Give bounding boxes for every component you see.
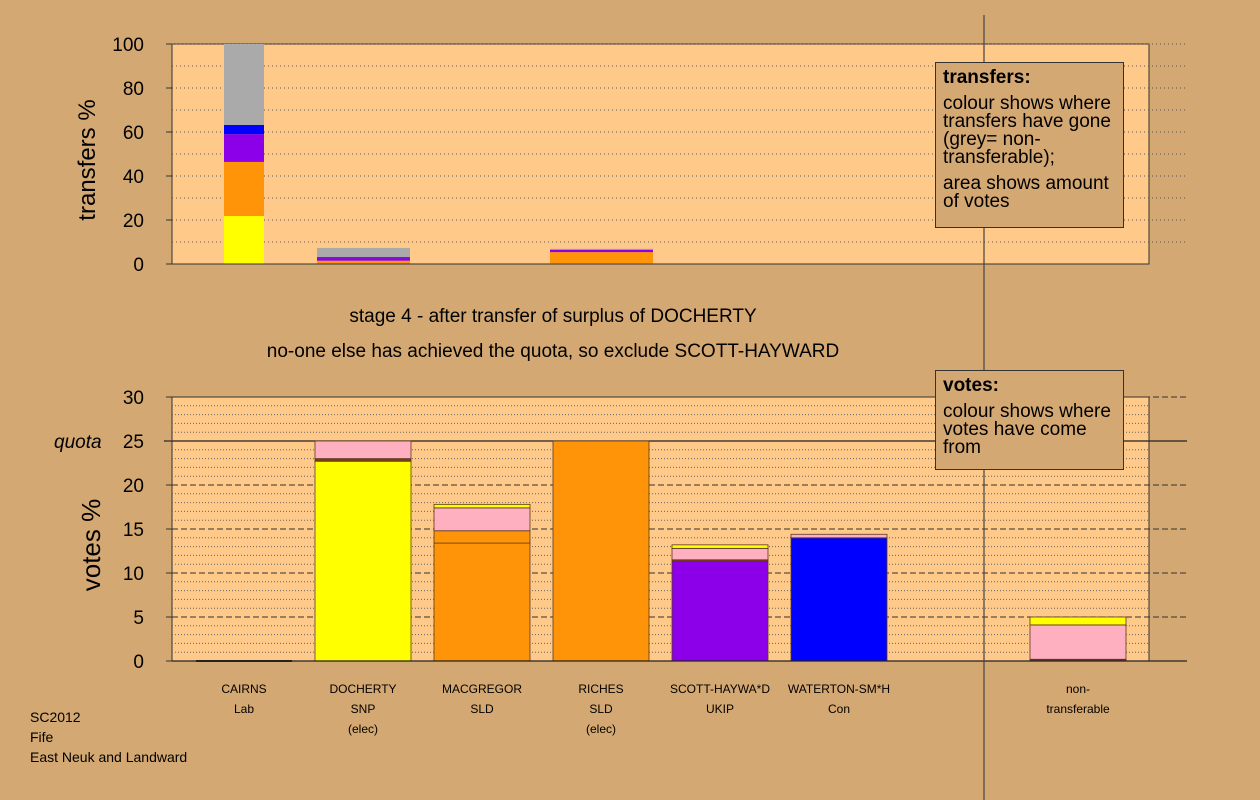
transfer-segment-riches — [550, 248, 653, 250]
y-tick-label: 25 — [123, 432, 144, 453]
legend-votes-line1: colour shows where votes have come from — [943, 401, 1111, 458]
legend-transfers-title: transfers: — [943, 67, 1031, 88]
transfer-segment-cairns — [224, 216, 264, 264]
y-tick-label: 5 — [133, 608, 144, 629]
vote-segment — [1029, 624, 1127, 660]
vote-segment — [671, 561, 769, 662]
stage-caption: stage 4 - after transfer of surplus of D… — [349, 306, 757, 327]
candidate-party: Lab — [233, 702, 255, 716]
y-tick-label: 15 — [123, 520, 144, 541]
candidate-name: RICHES — [578, 682, 624, 696]
transfer-segment-cairns — [224, 161, 264, 217]
y-tick-label: 0 — [133, 255, 144, 276]
candidate-name: DOCHERTY — [329, 682, 397, 696]
vote-segment — [1029, 616, 1127, 626]
y-tick-label: 100 — [112, 35, 144, 56]
footer-ward: East Neuk and Landward — [30, 749, 188, 765]
candidate-name: WATERTON-SM*H — [787, 682, 891, 696]
transfer-segment-docherty — [317, 258, 410, 261]
vote-segment — [671, 544, 769, 549]
candidate-note: (elec) — [347, 722, 378, 736]
transfer-segment-docherty — [317, 260, 410, 264]
vote-segment — [314, 460, 412, 662]
transfer-segment-riches — [550, 252, 653, 264]
y-tick-label: 20 — [123, 476, 144, 497]
y-tick-label: 60 — [123, 123, 144, 144]
candidate-label: non-transferable — [1013, 679, 1143, 719]
transfer-segment-riches — [550, 249, 653, 253]
transfer-segment-cairns — [224, 44, 264, 125]
legend-votes: votes: colour shows where votes have com… — [935, 370, 1124, 470]
vote-segment — [433, 530, 531, 544]
candidate-label: SCOTT-HAYWA*D UKIP — [655, 679, 785, 719]
candidate-note: (elec) — [585, 722, 616, 736]
candidate-label: RICHES SLD (elec) — [536, 679, 666, 739]
vote-segment — [671, 547, 769, 561]
y-tick-label: 10 — [123, 564, 144, 585]
candidate-label: CAIRNS Lab — [179, 679, 309, 719]
candidate-party: transferable — [1046, 702, 1110, 716]
candidate-label: MACGREGOR SLD — [417, 679, 547, 719]
vote-segment — [433, 503, 531, 509]
y-tick-label: 0 — [133, 652, 144, 673]
candidate-name: SCOTT-HAYWA*D — [669, 682, 770, 696]
bottom-y-axis-label: votes % — [76, 499, 106, 592]
vote-segment — [433, 542, 531, 662]
candidate-name: CAIRNS — [221, 682, 267, 696]
y-tick-label: 40 — [123, 167, 144, 188]
footer-council: Fife — [30, 729, 54, 745]
legend-votes-title: votes: — [943, 375, 999, 396]
action-caption: no-one else has achieved the quota, so e… — [266, 341, 840, 362]
legend-transfers-line1: colour shows where transfers have gone (… — [943, 93, 1111, 168]
candidate-party: SLD — [470, 702, 494, 716]
footer: SC2012 Fife East Neuk and Landward — [30, 707, 187, 767]
vote-segment — [433, 507, 531, 532]
candidate-label: WATERTON-SM*H Con — [774, 679, 904, 719]
transfer-segment-cairns — [224, 124, 264, 135]
candidate-party: UKIP — [705, 702, 734, 716]
candidate-party: Con — [827, 702, 850, 716]
quota-label: quota — [54, 432, 102, 453]
transfer-segment-cairns — [224, 134, 264, 162]
vote-segment — [314, 440, 412, 460]
transfer-segment-docherty — [317, 247, 410, 258]
candidate-name: MACGREGOR — [441, 682, 522, 696]
y-tick-label: 30 — [123, 388, 144, 409]
vote-segment — [790, 533, 888, 539]
y-tick-label: 20 — [123, 211, 144, 232]
top-y-axis-label: transfers % — [74, 99, 101, 220]
legend-transfers-line2: area shows amount of votes — [943, 173, 1109, 212]
candidate-name: non- — [1065, 682, 1091, 696]
candidate-party: SNP — [350, 702, 376, 716]
candidate-party: SLD — [589, 702, 613, 716]
y-tick-label: 80 — [123, 79, 144, 100]
vote-segment — [790, 537, 888, 662]
transfer-segment-docherty — [317, 257, 410, 259]
vote-segment — [552, 440, 650, 662]
footer-election: SC2012 — [30, 709, 81, 725]
legend-transfers: transfers: colour shows where transfers … — [935, 62, 1124, 228]
candidate-label: DOCHERTY SNP (elec) — [298, 679, 428, 739]
